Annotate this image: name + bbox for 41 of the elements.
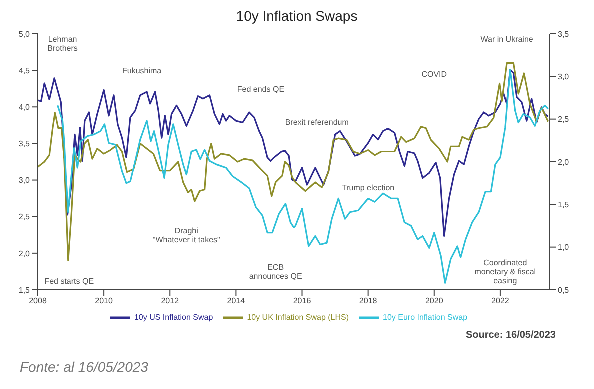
x-tick-label: 2012 <box>161 296 180 306</box>
annotation: Fed ends QE <box>237 84 285 94</box>
annotation: Brexit referendum <box>285 117 350 126</box>
y-tick-label: 1,5 <box>18 286 31 295</box>
y2-tick-label: 0,5 <box>558 286 570 295</box>
source-note: Fonte: al 16/05/2023 <box>19 359 150 375</box>
y2-tick-label: 3,5 <box>558 30 570 39</box>
line-series <box>57 69 550 284</box>
annotation: War in Ukraine <box>480 34 534 44</box>
y2-tick-label: 1,0 <box>558 243 570 252</box>
y2-tick-label: 3,0 <box>558 72 570 82</box>
annotation: Lehman Brothers <box>48 34 78 53</box>
chart-title: 10y Inflation Swaps <box>235 8 359 26</box>
y2-tick-label: 2,5 <box>558 115 570 124</box>
x-tick-label: 2008 <box>29 296 48 306</box>
y-tick-label: 2,5 <box>18 212 31 222</box>
annotation: Fukushima <box>122 66 162 76</box>
legend-label: 10y UK Inflation Swap (LHS) <box>247 313 350 322</box>
y-tick-label: 5,0 <box>18 30 31 39</box>
annotation: Fed starts QE <box>44 276 94 286</box>
annotation: Trump election <box>342 183 395 192</box>
x-tick-label: 2022 <box>492 296 510 306</box>
x-tick-label: 2018 <box>359 296 378 306</box>
y-tick-label: 2,0 <box>18 249 31 258</box>
x-tick-label: 2020 <box>425 296 444 306</box>
y2-tick-label: 2,0 <box>558 158 570 167</box>
x-tick-label: 2016 <box>293 296 312 306</box>
y-tick-label: 4,5 <box>18 66 31 76</box>
x-tick-label: 2014 <box>227 296 246 306</box>
y2-tick-label: 1,5 <box>558 200 570 210</box>
legend-label: 10y US Inflation Swap <box>134 313 214 322</box>
annotation: Coordinated monetary & fiscal easing <box>474 258 536 286</box>
annotation: ECB announces QE <box>249 262 302 281</box>
y-tick-label: 4,0 <box>18 102 31 112</box>
legend-label: 10y Euro Inflation Swap <box>383 313 468 322</box>
y-tick-label: 3,5 <box>18 140 31 149</box>
source-note: Source: 16/05/2023 <box>464 330 557 341</box>
x-tick-label: 2010 <box>95 296 114 306</box>
y-tick-label: 3,0 <box>18 176 31 186</box>
annotation: COVID <box>422 70 448 79</box>
annotation: Draghi "Whatever it takes" <box>152 226 221 244</box>
